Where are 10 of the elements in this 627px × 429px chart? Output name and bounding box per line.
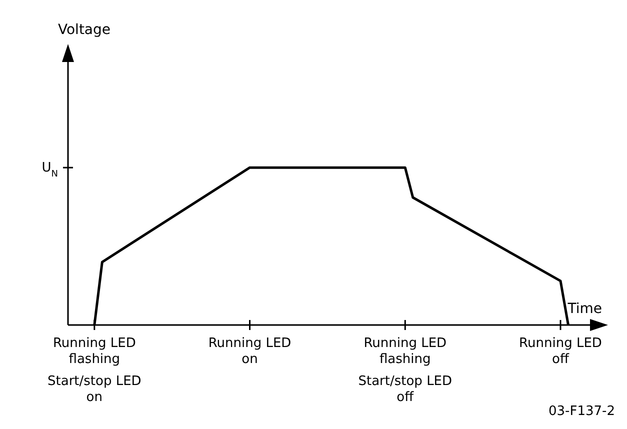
- text: Start/stop LED off: [358, 374, 452, 405]
- x-tick-label: Running LED on: [208, 336, 292, 367]
- x-tick-label: Running LED off: [519, 336, 602, 367]
- x-tick-label: Running LED flashing: [364, 336, 447, 367]
- text: U$_{N}$: [42, 160, 58, 180]
- text: 03-F137-2: [548, 404, 615, 419]
- x-tick-label: Running LED flashing: [52, 336, 136, 367]
- text: Voltage: [58, 22, 111, 38]
- x-axis-title: Time: [566, 301, 602, 317]
- text: Start/stop LED on: [48, 374, 142, 405]
